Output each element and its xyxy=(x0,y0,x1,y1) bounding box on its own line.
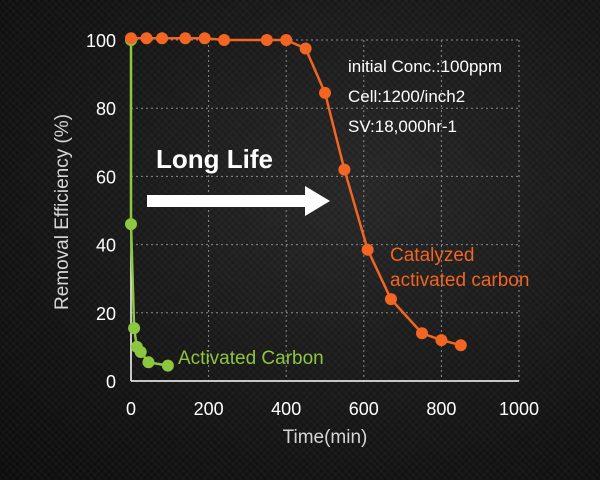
data-point-activated-carbon-2 xyxy=(128,322,141,335)
data-point-catalyzed-activated-carbon-13 xyxy=(416,327,428,340)
x-tick-labels: 0 200 400 600 800 1000 xyxy=(126,399,539,419)
x-axis-label: Time(min) xyxy=(283,427,368,448)
condition-concentration: initial Conc.:100ppm xyxy=(348,57,502,76)
arrow-shaft xyxy=(147,195,307,207)
data-point-catalyzed-activated-carbon-14 xyxy=(435,334,448,347)
x-tick-label-800: 800 xyxy=(426,399,456,419)
data-point-catalyzed-activated-carbon-10 xyxy=(338,163,351,176)
data-point-catalyzed-activated-carbon-4 xyxy=(198,32,211,45)
long-life-arrow xyxy=(147,186,330,216)
data-point-catalyzed-activated-carbon-3 xyxy=(179,32,192,45)
data-point-catalyzed-activated-carbon-1 xyxy=(140,32,153,45)
data-point-catalyzed-activated-carbon-6 xyxy=(260,34,273,46)
x-tick-label-400: 400 xyxy=(271,399,301,419)
x-tick-label-200: 200 xyxy=(194,399,224,419)
series-activated-carbon xyxy=(125,34,174,372)
legend-label-line-2: activated carbon xyxy=(390,270,529,291)
x-tick-label-600: 600 xyxy=(349,399,379,419)
data-point-catalyzed-activated-carbon-9 xyxy=(319,86,331,99)
arrow-head xyxy=(305,186,330,216)
data-point-catalyzed-activated-carbon-0 xyxy=(125,32,137,45)
data-point-catalyzed-activated-carbon-12 xyxy=(384,293,397,306)
x-tick-label-1000: 1000 xyxy=(499,399,539,419)
legend-label-line-1: Catalyzed xyxy=(390,245,475,266)
data-point-catalyzed-activated-carbon-11 xyxy=(361,243,374,256)
y-axis-label: Removal Efficiency (%) xyxy=(52,114,73,310)
series-layer xyxy=(125,32,467,372)
y-tick-label-0: 0 xyxy=(106,372,116,392)
data-point-activated-carbon-1 xyxy=(125,218,137,231)
x-tick-label-0: 0 xyxy=(126,399,136,419)
condition-space-velocity: SV:18,000hr-1 xyxy=(348,117,457,136)
data-point-catalyzed-activated-carbon-5 xyxy=(218,34,231,46)
arrow-label: Long Life xyxy=(156,144,273,174)
y-tick-label-60: 60 xyxy=(96,167,116,187)
series-catalyzed-activated-carbon xyxy=(125,32,467,352)
y-tick-label-20: 20 xyxy=(96,304,116,324)
legend-label-catalyzed-activated-carbon: Catalyzed activated carbon xyxy=(390,245,529,291)
y-tick-label-100: 100 xyxy=(86,31,116,51)
condition-cell: Cell:1200/inch2 xyxy=(348,87,465,106)
y-tick-label-40: 40 xyxy=(96,236,116,256)
data-point-activated-carbon-4 xyxy=(134,346,147,359)
data-point-activated-carbon-5 xyxy=(142,356,155,369)
data-point-catalyzed-activated-carbon-15 xyxy=(454,339,467,352)
legend-label-activated-carbon: Activated Carbon xyxy=(178,348,324,369)
y-tick-label-80: 80 xyxy=(96,99,116,119)
grid-lines xyxy=(131,39,520,381)
data-point-catalyzed-activated-carbon-8 xyxy=(299,42,312,55)
data-point-catalyzed-activated-carbon-2 xyxy=(156,32,169,45)
y-tick-labels: 0 20 40 60 80 100 xyxy=(86,31,116,392)
data-point-activated-carbon-6 xyxy=(161,359,174,372)
data-point-catalyzed-activated-carbon-7 xyxy=(280,34,293,46)
series-line-catalyzed-activated-carbon xyxy=(131,37,462,347)
